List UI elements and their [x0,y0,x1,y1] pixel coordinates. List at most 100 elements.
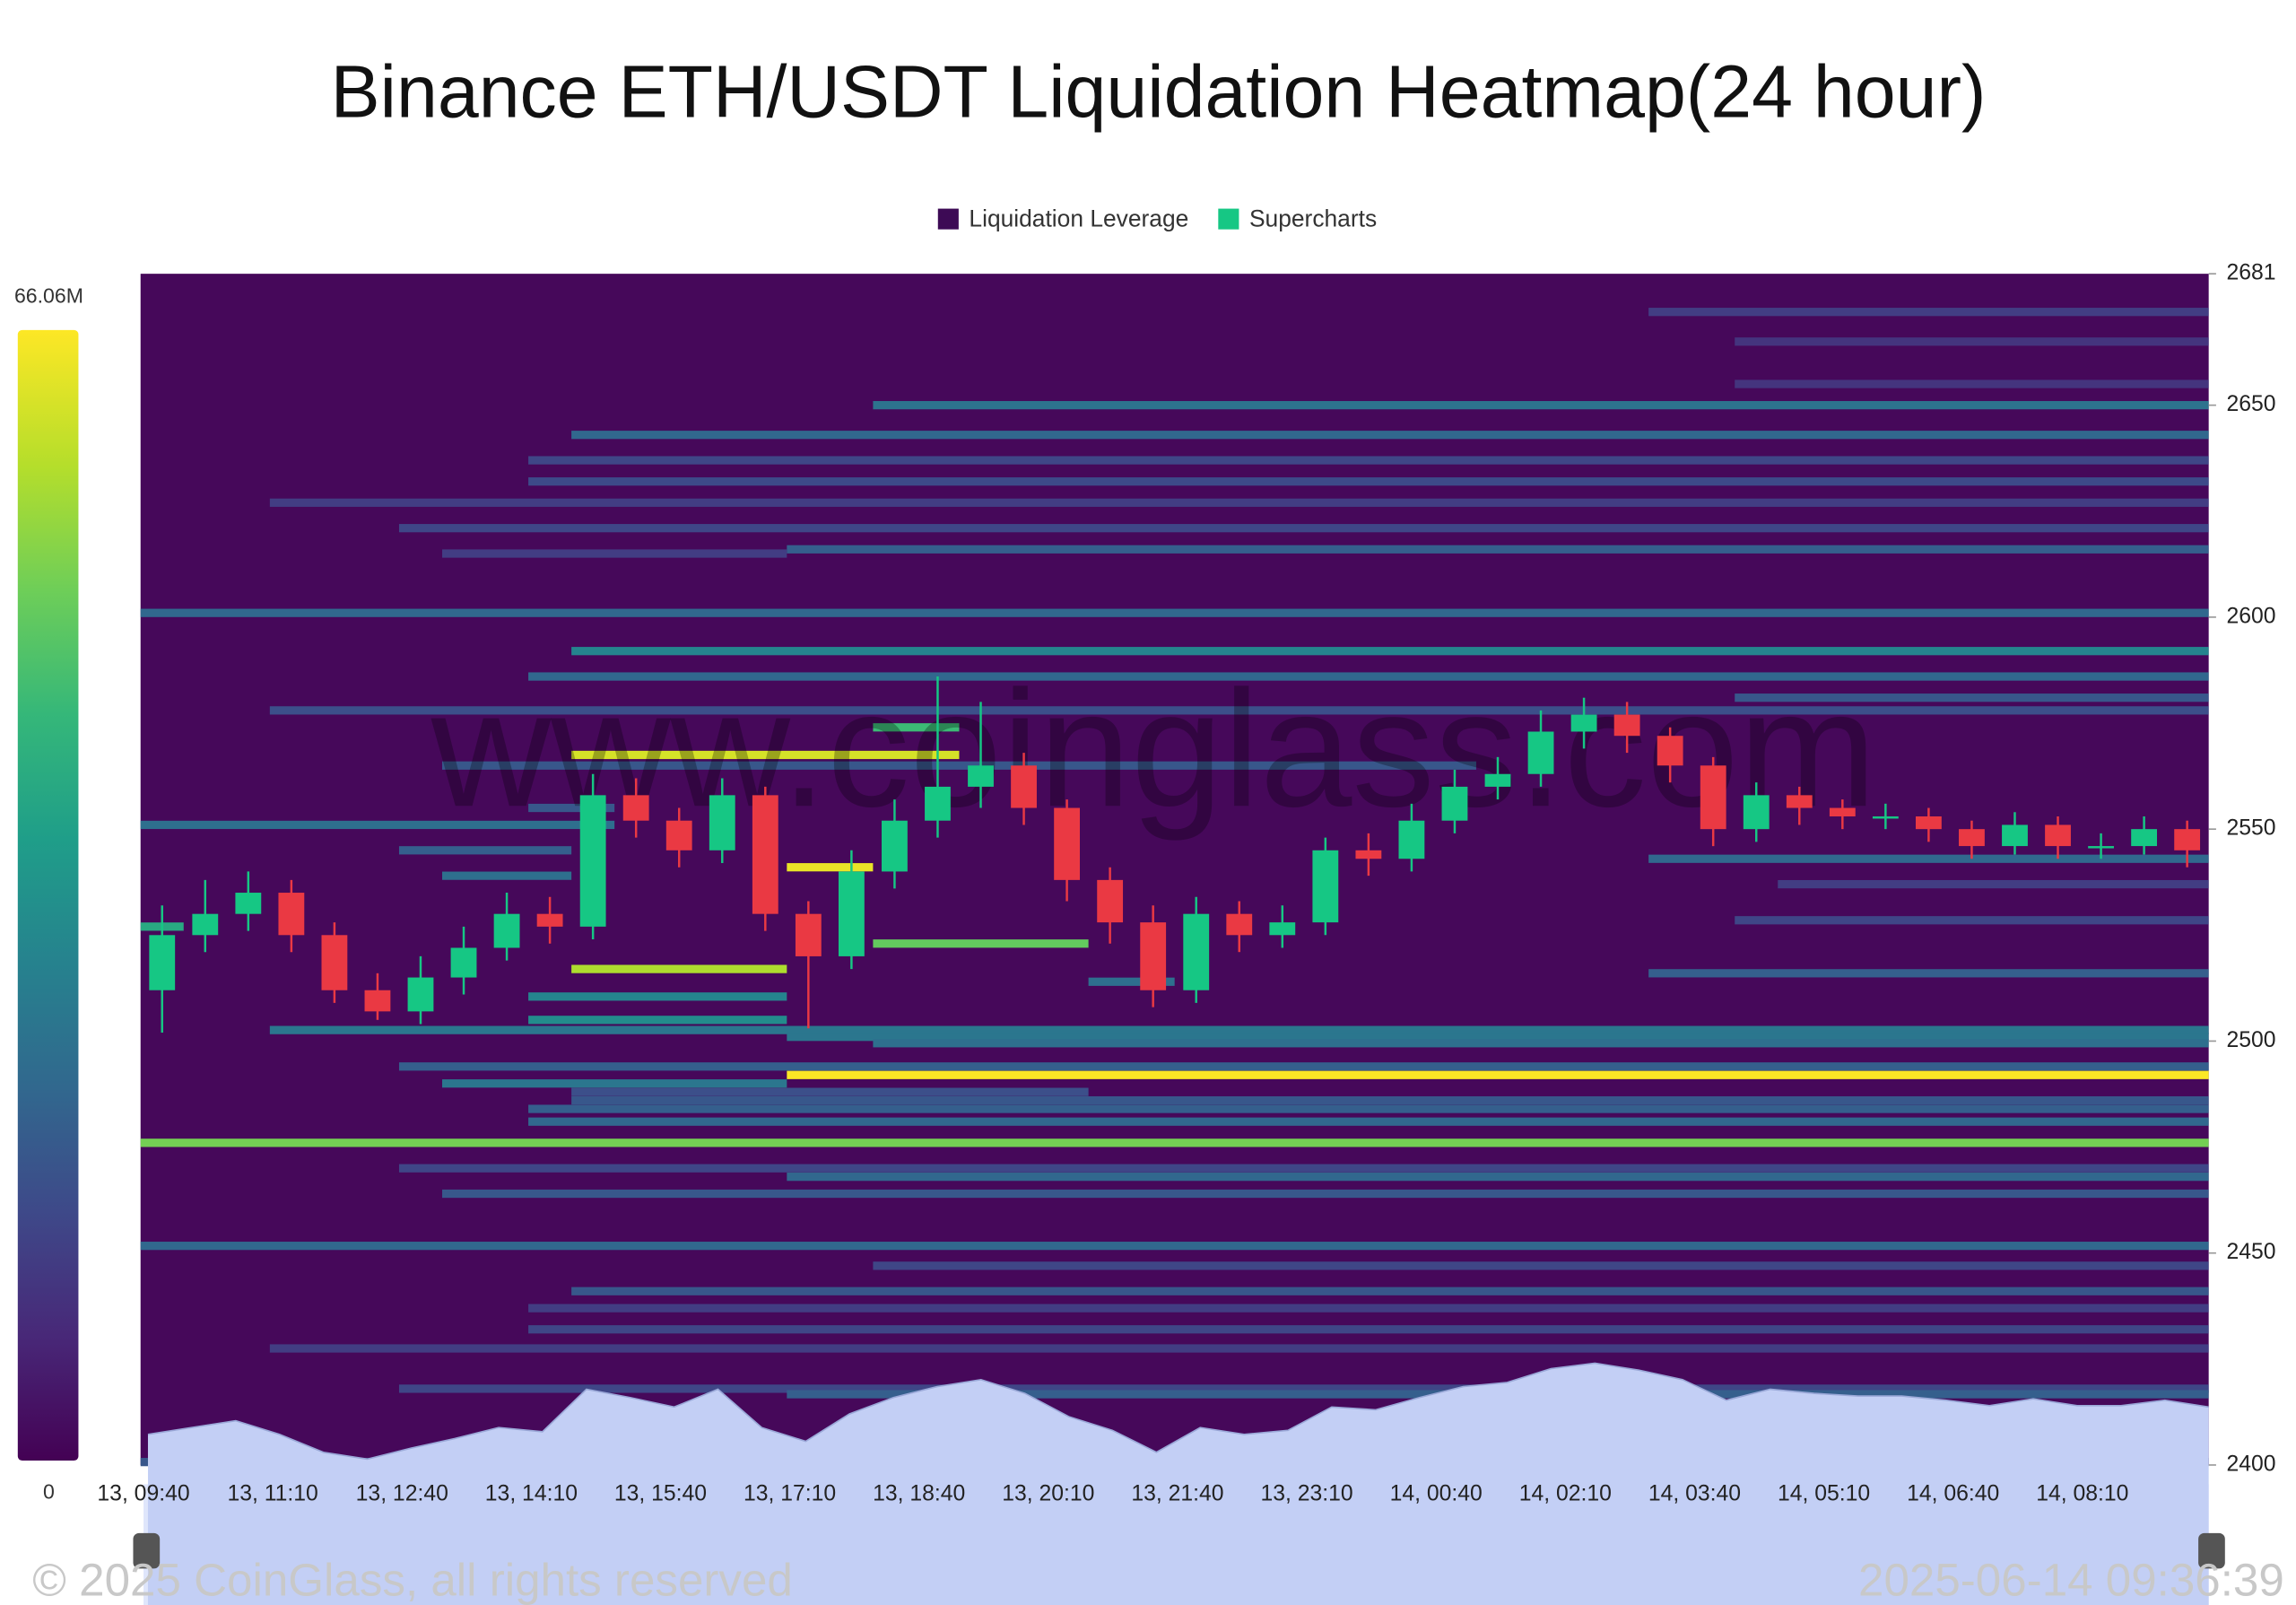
x-tick-label: 13, 15:40 [614,1481,707,1505]
heat-band [787,545,2209,554]
candle-body [665,820,692,850]
candle-body [1054,807,1081,880]
candle-body [278,893,305,936]
heat-band [1735,337,2209,346]
heat-band [269,706,2209,715]
heat-band [1778,879,2209,889]
heat-band [398,1164,2209,1173]
x-tick-label: 13, 23:10 [1261,1481,1353,1505]
candle-body [1484,773,1511,787]
heat-band [528,1304,2209,1313]
y-tick-label: 2500 [2226,1028,2275,1052]
heat-band [1088,977,1175,986]
candle-body [1226,913,1253,936]
candle-body [752,795,778,914]
heat-band [140,820,615,830]
candle-body [364,990,391,1012]
candle-body [2002,824,2028,847]
heat-band [442,871,572,880]
heat-band [787,863,874,872]
heat-band [1648,854,2209,863]
chart-title: Binance ETH/USDT Liquidation Heatmap(24 … [331,51,1987,134]
heat-band [269,498,2209,507]
candle-body [795,913,822,956]
candle-body [536,913,563,927]
heat-band [528,672,2209,681]
heat-band [787,1033,2209,1042]
heat-band [873,1261,2209,1270]
heat-band [571,647,2209,656]
navigator-handle[interactable] [133,1532,161,1569]
copyright: © 2025 CoinGlass, all rights reserved [32,1554,793,1605]
heat-band [528,1016,787,1025]
heat-band [269,1344,2209,1353]
navigator-line [147,1362,2209,1461]
heat-band [442,1079,787,1088]
heat-band [873,401,2209,410]
candle-body [2088,846,2114,849]
legend-swatch [1218,208,1239,230]
candle-body [1183,913,1210,990]
candle-body [925,786,951,821]
y-tick-label: 2550 [2226,816,2275,841]
heat-band [571,1095,2209,1105]
x-tick-label: 13, 11:10 [227,1481,317,1505]
candle-body [1140,922,1167,990]
candle-body [2174,829,2201,850]
candle-body [709,795,735,850]
heat-band [571,750,960,760]
candle-body [1097,879,1124,923]
candle-body [2131,829,2158,847]
x-tick-label: 13, 09:40 [97,1481,189,1505]
x-tick-label: 13, 12:40 [356,1481,448,1505]
heat-band [571,1287,2209,1295]
candle-body [1011,765,1037,808]
heat-band [528,477,2209,486]
x-tick-label: 14, 06:40 [1907,1481,1999,1505]
y-tick-label: 2400 [2226,1452,2275,1476]
candle-body [1441,786,1468,821]
heat-band [873,1039,2209,1048]
candle-body [838,871,865,956]
candle-body [235,893,262,914]
candle-body [149,935,176,990]
heat-band [398,524,2209,533]
heat-band [442,1189,2209,1199]
heat-band [873,723,960,732]
x-tick-label: 14, 08:10 [2036,1481,2128,1505]
candle-body [1743,795,1770,830]
candle-body [192,913,219,936]
x-tick-label: 13, 18:40 [873,1481,965,1505]
heat-band [528,803,615,813]
candle-body [1786,795,1813,808]
candle-body [1613,714,1640,737]
plot-background [140,274,2209,1465]
x-tick-label: 13, 21:40 [1131,1481,1223,1505]
candle-body [2045,824,2071,847]
candle-body [1355,850,1382,859]
x-tick-label: 13, 17:10 [744,1481,836,1505]
watermark: www.coinglass.com [430,657,1877,842]
candle-body [1269,922,1296,936]
y-tick-label: 2650 [2226,392,2275,416]
candle-body [1872,816,1899,819]
heat-band [442,549,787,558]
candle-body [1312,850,1339,923]
candle-body [493,913,520,948]
heat-band [140,608,2209,617]
heat-band [1735,693,2209,702]
heat-band [398,846,572,855]
x-tick-label: 14, 02:10 [1519,1481,1612,1505]
heat-band [269,1025,2209,1034]
y-tick-label: 2681 [2226,261,2275,285]
heat-band [1648,308,2209,317]
y-tick-label: 2600 [2226,604,2275,628]
candle-body [1959,829,1985,847]
x-tick-label: 13, 14:10 [485,1481,578,1505]
heat-band [787,1070,2209,1079]
navigator-handle[interactable] [2198,1532,2225,1569]
candle-body [579,795,606,927]
heat-band [787,1173,2209,1182]
